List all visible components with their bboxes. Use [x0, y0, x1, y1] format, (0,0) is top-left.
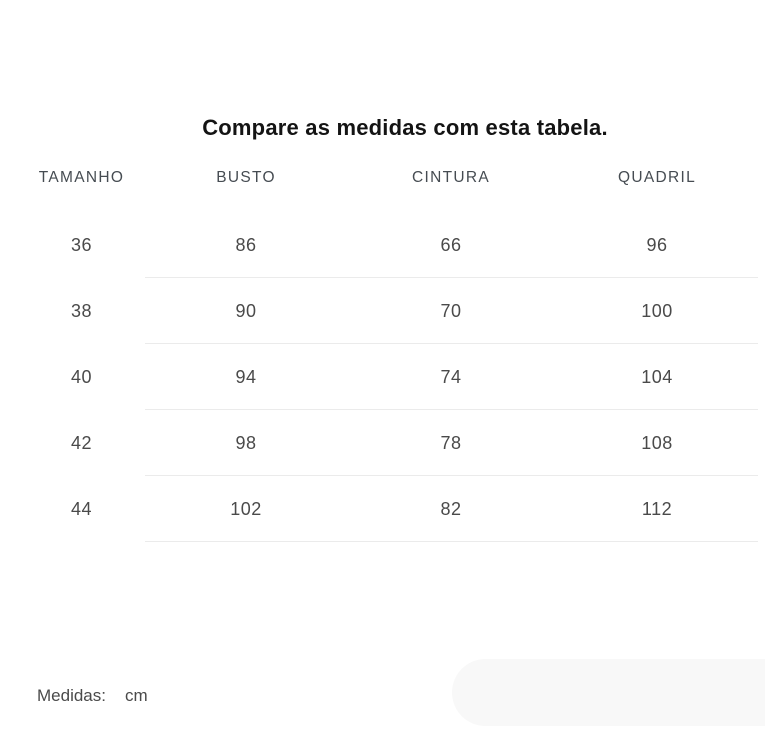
table-row-size-36: 36 86 66 96: [0, 212, 765, 278]
cell-quadril: 112: [641, 498, 673, 519]
cell-quadril: 96: [646, 234, 668, 255]
cell-busto: 90: [235, 300, 257, 321]
column-header-cintura: CINTURA: [412, 169, 490, 186]
cell-tamanho: 40: [70, 366, 93, 387]
cell-cintura: 78: [440, 432, 462, 453]
cell-cintura: 74: [440, 366, 462, 387]
table-row-size-44: 44 102 82 112: [0, 476, 765, 542]
table-body: 36 86 66 96 38 90 70 100 40 94 74 104 42…: [0, 212, 765, 542]
cell-tamanho: 42: [70, 432, 93, 453]
measurements-label: Medidas:: [37, 686, 106, 705]
cell-busto: 102: [230, 498, 262, 519]
table-row-size-40: 40 94 74 104: [0, 344, 765, 410]
column-header-busto: BUSTO: [216, 169, 276, 186]
measurements-unit: cm: [124, 686, 148, 705]
cell-tamanho: 38: [70, 300, 93, 321]
cell-busto: 98: [235, 432, 257, 453]
bottom-right-pill-shape: [452, 659, 765, 726]
column-header-quadril: QUADRIL: [617, 169, 696, 186]
cell-busto: 86: [235, 234, 257, 255]
cell-cintura: 82: [440, 498, 462, 519]
cell-cintura: 66: [440, 234, 462, 255]
cell-cintura: 70: [440, 300, 462, 321]
cell-tamanho: 44: [70, 498, 93, 519]
size-chart-table: TAMANHO BUSTO CINTURA QUADRIL 36 86 66 9…: [0, 163, 765, 542]
cell-tamanho: 36: [70, 234, 93, 255]
measurements-note: Medidas: cm: [37, 686, 148, 706]
table-row-size-38: 38 90 70 100: [0, 278, 765, 344]
column-header-tamanho: TAMANHO: [38, 169, 125, 186]
cell-quadril: 104: [641, 366, 673, 387]
cell-quadril: 108: [641, 432, 673, 453]
table-row-size-42: 42 98 78 108: [0, 410, 765, 476]
cell-quadril: 100: [641, 300, 673, 321]
page-title: Compare as medidas com esta tabela.: [202, 115, 608, 140]
table-header-row: TAMANHO BUSTO CINTURA QUADRIL: [0, 163, 765, 193]
cell-busto: 94: [235, 366, 257, 387]
